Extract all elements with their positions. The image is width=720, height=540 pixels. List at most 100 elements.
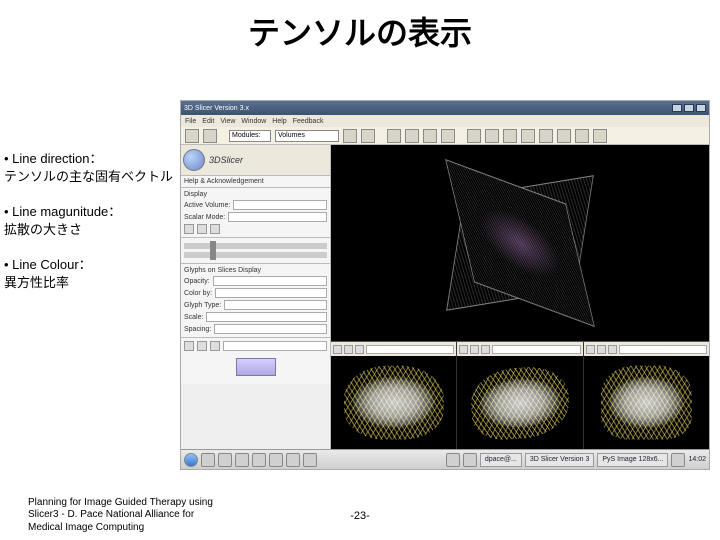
panel-label: Display xyxy=(184,191,207,198)
slice-tool-icon[interactable] xyxy=(586,345,595,354)
nav-next-icon[interactable] xyxy=(361,129,375,143)
tool-icon[interactable] xyxy=(485,129,499,143)
slide-title: テンソルの表示 xyxy=(0,0,720,54)
menu-edit[interactable]: Edit xyxy=(202,118,214,125)
brain-slice xyxy=(601,365,691,440)
option-icon[interactable] xyxy=(184,224,194,234)
toolbar: Modules: Volumes xyxy=(181,127,709,145)
taskbar-task[interactable]: 3D Slicer Version 3 xyxy=(525,453,595,467)
panel-label: Glyphs on Slices Display xyxy=(184,267,261,274)
view3d[interactable] xyxy=(331,145,709,341)
bullet-item: • Line direction： テンソルの主な固有ベクトル xyxy=(4,150,180,185)
slice-tool-icon[interactable] xyxy=(459,345,468,354)
taskbar-icon[interactable] xyxy=(269,453,283,467)
tool-icon[interactable] xyxy=(467,129,481,143)
menu-feedback[interactable]: Feedback xyxy=(293,118,324,125)
slice-tool-icon[interactable] xyxy=(608,345,617,354)
colorby-select[interactable] xyxy=(215,288,327,298)
desktop-switcher-icon[interactable] xyxy=(463,453,477,467)
tool-icon[interactable] xyxy=(539,129,553,143)
menubar[interactable]: File Edit View Window Help Feedback xyxy=(181,115,709,127)
spacing-input[interactable] xyxy=(214,324,327,334)
tool-icon[interactable] xyxy=(441,129,455,143)
close-button[interactable] xyxy=(696,104,706,112)
option-icon[interactable] xyxy=(210,341,220,351)
taskbar-clock[interactable]: 14:02 xyxy=(688,456,706,463)
option-icon[interactable] xyxy=(184,341,194,351)
tray-icon[interactable] xyxy=(671,453,685,467)
panel-help[interactable]: Help & Acknowledgement xyxy=(181,175,330,187)
os-taskbar[interactable]: dpace@... 3D Slicer Version 3 PyS Image … xyxy=(181,449,709,469)
window-titlebar[interactable]: 3D Slicer Version 3.x xyxy=(181,101,709,115)
slice-tool-icon[interactable] xyxy=(481,345,490,354)
taskbar-icon[interactable] xyxy=(252,453,266,467)
brain-slice xyxy=(469,364,571,441)
option-icon[interactable] xyxy=(197,341,207,351)
tool-icon[interactable] xyxy=(203,129,217,143)
slice-view-coronal[interactable] xyxy=(584,342,709,449)
scale-input[interactable] xyxy=(206,312,327,322)
taskbar-task[interactable]: dpace@... xyxy=(480,453,522,467)
slice-view-axial[interactable] xyxy=(331,342,457,449)
slice-tool-icon[interactable] xyxy=(344,345,353,354)
panel-display: Display Active Volume: Scalar Mode: xyxy=(181,187,330,237)
glyphtype-select[interactable] xyxy=(224,300,327,310)
scalar-mode-select[interactable] xyxy=(228,212,327,222)
brain-slice xyxy=(344,365,444,440)
start-menu-icon[interactable] xyxy=(184,453,198,467)
tool-icon[interactable] xyxy=(557,129,571,143)
slice-tool-icon[interactable] xyxy=(470,345,479,354)
tool-icon[interactable] xyxy=(593,129,607,143)
bullet-body: テンソルの主な固有ベクトル xyxy=(4,168,180,186)
taskbar-icon[interactable] xyxy=(201,453,215,467)
opacity-input[interactable] xyxy=(213,276,327,286)
panel-slider-section xyxy=(181,237,330,263)
minimize-button[interactable] xyxy=(672,104,682,112)
active-volume-select[interactable] xyxy=(233,200,327,210)
range-slider[interactable] xyxy=(184,252,327,258)
taskbar-icon[interactable] xyxy=(235,453,249,467)
viewer-area xyxy=(331,145,709,449)
tool-icon[interactable] xyxy=(503,129,517,143)
slice-views-row xyxy=(331,341,709,449)
bullet-head: • Line magunitude： xyxy=(4,204,121,219)
option-select[interactable] xyxy=(223,341,327,351)
tool-icon[interactable] xyxy=(387,129,401,143)
tool-icon[interactable] xyxy=(185,129,199,143)
footer-credit: Planning for Image Guided Therapy using … xyxy=(28,497,228,535)
maximize-button[interactable] xyxy=(684,104,694,112)
slice-tool-icon[interactable] xyxy=(597,345,606,354)
field-label: Glyph Type: xyxy=(184,302,221,309)
slice-tool-icon[interactable] xyxy=(333,345,342,354)
tool-icon[interactable] xyxy=(423,129,437,143)
panel-glyphs: Glyphs on Slices Display Opacity: Color … xyxy=(181,263,330,337)
field-label: Active Volume: xyxy=(184,202,230,209)
slicer-logo-icon xyxy=(183,149,205,171)
option-icon[interactable] xyxy=(197,224,207,234)
taskbar-icon[interactable] xyxy=(303,453,317,467)
tool-icon[interactable] xyxy=(521,129,535,143)
slice-select[interactable] xyxy=(366,345,454,354)
menu-file[interactable]: File xyxy=(185,118,196,125)
taskbar-icon[interactable] xyxy=(286,453,300,467)
tool-icon[interactable] xyxy=(405,129,419,143)
panel-label: Help & Acknowledgement xyxy=(184,178,264,185)
menu-window[interactable]: Window xyxy=(241,118,266,125)
slice-select[interactable] xyxy=(492,345,580,354)
tool-icon[interactable] xyxy=(575,129,589,143)
module-select[interactable]: Volumes xyxy=(275,130,339,142)
field-label: Spacing: xyxy=(184,326,211,333)
option-icon[interactable] xyxy=(210,224,220,234)
menu-view[interactable]: View xyxy=(220,118,235,125)
menu-help[interactable]: Help xyxy=(272,118,286,125)
slice-select[interactable] xyxy=(619,345,707,354)
range-slider[interactable] xyxy=(184,243,327,249)
slice-toolbar xyxy=(457,342,582,356)
desktop-switcher-icon[interactable] xyxy=(446,453,460,467)
taskbar-icon[interactable] xyxy=(218,453,232,467)
taskbar-task[interactable]: PyS Image 128x6... xyxy=(597,453,668,467)
nav-prev-icon[interactable] xyxy=(343,129,357,143)
slice-view-sagittal[interactable] xyxy=(457,342,583,449)
slice-tool-icon[interactable] xyxy=(355,345,364,354)
apply-button[interactable] xyxy=(236,358,276,376)
